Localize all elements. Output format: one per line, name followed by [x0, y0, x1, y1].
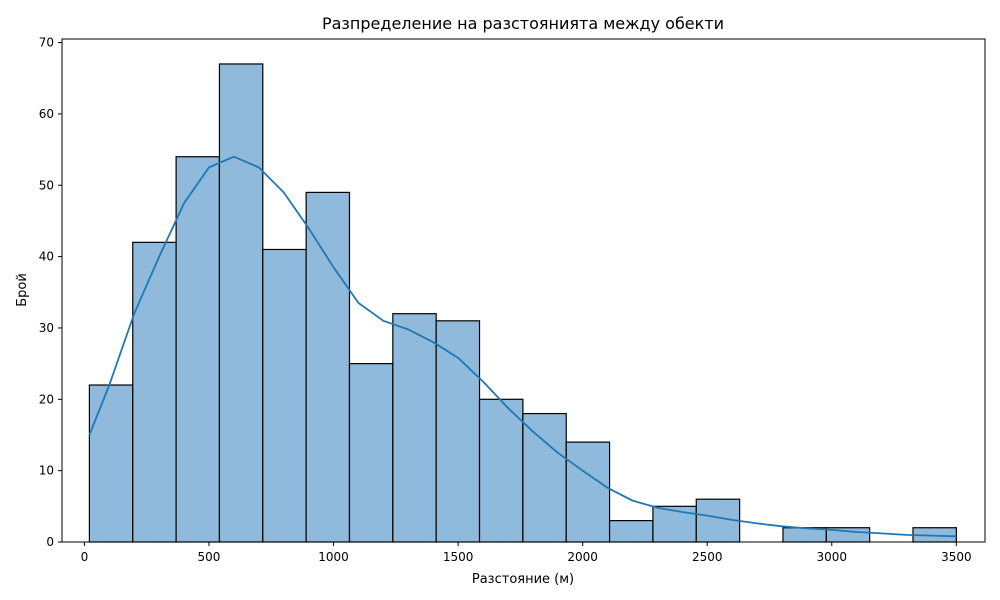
- x-tick-label: 2000: [567, 550, 598, 564]
- x-axis-label: Разстояние (м): [472, 572, 574, 587]
- plot-frame: [61, 38, 986, 543]
- y-tick-label: 60: [39, 107, 54, 121]
- histogram-bar: [435, 320, 481, 543]
- x-tick-label: 2500: [692, 550, 723, 564]
- y-tick-label: 0: [46, 535, 54, 549]
- y-tick-label: 50: [39, 178, 54, 192]
- histogram-bar: [218, 63, 264, 543]
- y-axis-label: Брой: [15, 273, 30, 307]
- x-tick-label: 1500: [443, 550, 474, 564]
- x-axis-ticks: 0 500 1000 1500 2000 2500 3000 3500: [81, 542, 972, 564]
- y-tick-label: 10: [39, 464, 54, 478]
- y-tick-label: 30: [39, 321, 54, 335]
- chart-title: Разпределение на разстоянията между обек…: [322, 14, 724, 33]
- x-tick-label: 0: [81, 550, 89, 564]
- histogram-bar: [392, 313, 437, 543]
- x-tick-label: 3500: [941, 550, 972, 564]
- histogram-bars: [88, 63, 957, 543]
- x-tick-label: 1000: [318, 550, 349, 564]
- histogram-bar: [478, 398, 524, 543]
- histogram-bar: [305, 191, 351, 543]
- histogram-bar: [565, 441, 611, 543]
- y-tick-label: 40: [39, 250, 54, 264]
- kde-curve: [88, 155, 957, 538]
- x-tick-label: 3000: [817, 550, 848, 564]
- histogram-bar: [608, 519, 654, 543]
- y-tick-label: 70: [39, 36, 54, 50]
- y-tick-label: 20: [39, 392, 54, 406]
- histogram-bar: [652, 505, 697, 543]
- histogram-bar: [262, 248, 307, 543]
- histogram-bar: [348, 363, 394, 543]
- histogram-bar: [88, 384, 134, 543]
- x-tick-label: 500: [198, 550, 221, 564]
- histogram-bar: [132, 241, 177, 543]
- y-axis-ticks: 0 10 20 30 40 50 60 70: [39, 36, 62, 549]
- histogram-bar: [522, 412, 567, 543]
- histogram-bar: [175, 156, 221, 543]
